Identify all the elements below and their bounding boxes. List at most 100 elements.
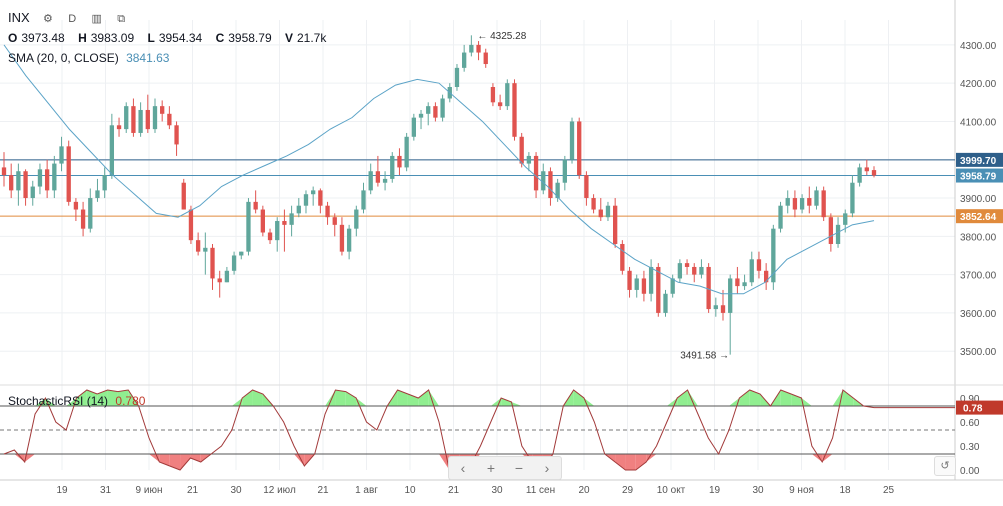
osc-fill-high (511, 402, 522, 406)
candle-body (88, 198, 93, 229)
high-annotation: ← 4325.28 (477, 31, 526, 42)
osc-fill-low (625, 454, 636, 470)
close-label: C (215, 31, 225, 45)
candle-body (548, 171, 553, 199)
candle-body (598, 209, 603, 218)
zoom-in-button[interactable]: + (486, 460, 496, 476)
osc-fill-high (842, 390, 854, 406)
candle-body (224, 270, 230, 283)
osc-fill-low (294, 454, 305, 466)
scroll-right-button[interactable]: › (544, 460, 550, 476)
osc-badge-text: 0.78 (963, 404, 983, 415)
candle-body (239, 251, 244, 256)
candle-body (131, 106, 136, 133)
candle-body (663, 293, 668, 313)
osc-legend[interactable]: StochasticRSI (14) 0.780 (8, 394, 145, 408)
candle-body (692, 266, 697, 275)
time-tick: 1 авг (355, 485, 378, 496)
candle-body (526, 155, 532, 164)
bars-icon[interactable]: ▥ (91, 13, 102, 25)
candle-body (411, 117, 416, 137)
interval-label[interactable]: D (68, 13, 77, 25)
candle-body (476, 44, 481, 53)
candle-body (591, 198, 596, 210)
candle-body (289, 213, 294, 225)
candle-body (109, 125, 115, 176)
candle-body (23, 171, 28, 199)
osc-fill-high (231, 398, 243, 406)
time-tick: 29 (622, 485, 634, 496)
candle-body (454, 67, 460, 88)
candle-body (807, 198, 812, 206)
osc-fill-low (811, 454, 823, 462)
candle-body (469, 44, 474, 53)
candle-body (706, 266, 711, 310)
reset-chart-button[interactable]: ↺ (934, 456, 956, 476)
candle-body (735, 278, 740, 287)
osc-fill-high (107, 390, 118, 406)
price-tick: 3600.00 (960, 309, 997, 320)
osc-tick: 0.00 (960, 466, 980, 477)
compare-icon[interactable]: ⧉ (117, 13, 126, 25)
time-tick: 21 (448, 485, 460, 496)
osc-fill-low (615, 454, 626, 470)
candle-body (728, 278, 733, 313)
sma-legend[interactable]: SMA (20, 0, CLOSE) 3841.63 (8, 51, 169, 65)
candle-body (756, 259, 762, 271)
candle-body (325, 205, 330, 218)
candle-body (742, 282, 747, 287)
ohlc-legend: O 3973.48 H 3983.09 L 3954.34 C 3958.79 V 21.… (8, 31, 336, 45)
scroll-left-button[interactable]: ‹ (460, 460, 466, 476)
candle-body (490, 87, 496, 103)
candle-body (433, 106, 438, 118)
candle-body (799, 198, 805, 210)
candle-body (462, 52, 467, 68)
candle-body (203, 247, 208, 252)
symbol-legend: INX ⚙ D ▥ ⧉ (8, 10, 131, 26)
candle-body (145, 109, 150, 130)
osc-fill-high (252, 390, 263, 406)
close-value: 3958.79 (228, 31, 272, 45)
candle-body (368, 171, 373, 191)
zoom-out-button[interactable]: − (514, 460, 524, 476)
volume-value: 21.7k (296, 31, 327, 45)
osc-fill-high (397, 390, 408, 406)
price-badge-text: 3852.64 (960, 212, 997, 223)
candle-body (260, 209, 265, 233)
candle-body (52, 163, 57, 191)
time-tick: 21 (317, 485, 329, 496)
candle-body (390, 155, 395, 179)
candle-body (749, 259, 754, 283)
candle-body (418, 113, 424, 118)
zoom-toolbar: ‹ + − › (448, 456, 562, 480)
osc-fill-low (635, 454, 647, 470)
candle-body (670, 278, 675, 294)
sma-line (3, 44, 875, 295)
candle-body (641, 278, 647, 294)
candle-body (404, 136, 409, 168)
price-badge (956, 209, 1003, 224)
high-label: H (78, 31, 87, 45)
price-tick: 3800.00 (960, 232, 997, 243)
candle-body (426, 106, 431, 114)
osc-fill-low (180, 454, 191, 470)
time-tick: 30 (230, 485, 242, 496)
settings-icon[interactable]: ⚙ (43, 13, 53, 25)
candle-body (778, 205, 783, 229)
osc-fill-high (97, 390, 108, 406)
candle-body (80, 209, 86, 229)
price-tick: 4300.00 (960, 41, 997, 52)
candle-body (684, 263, 690, 267)
osc-label: StochasticRSI (14) (8, 394, 109, 408)
candle-body (648, 266, 654, 294)
osc-fill-high (729, 398, 740, 406)
candle-body (116, 125, 122, 130)
candle-body (59, 146, 64, 164)
osc-fill-high (749, 390, 761, 406)
osc-fill-low (646, 454, 657, 462)
candle-body (677, 263, 683, 279)
candle-body (713, 305, 718, 310)
candle-body (634, 278, 639, 290)
